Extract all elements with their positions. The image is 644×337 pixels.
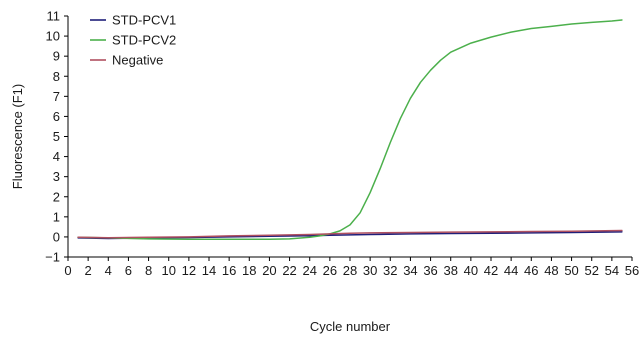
x-tick-label: 30 <box>363 263 377 278</box>
x-tick-label: 34 <box>403 263 417 278</box>
x-tick-label: 42 <box>484 263 498 278</box>
y-tick-label: 6 <box>53 109 60 124</box>
y-axis: −1 0 1 2 3 4 5 6 7 8 9 10 11 <box>45 9 69 265</box>
x-tick-label: 16 <box>222 263 236 278</box>
y-tick-label: 7 <box>53 89 60 104</box>
x-tick-label: 44 <box>504 263 518 278</box>
legend-label-1: STD-PCV1 <box>112 13 176 28</box>
x-tick-label: 50 <box>564 263 578 278</box>
legend-label-3: Negative <box>112 53 163 68</box>
y-tick-label: 4 <box>53 149 60 164</box>
series-line-2 <box>77 19 623 241</box>
legend-label-2: STD-PCV2 <box>112 33 176 48</box>
x-tick-label: 0 <box>64 263 71 278</box>
x-tick-label: 4 <box>105 263 112 278</box>
x-tick-label: 8 <box>145 263 152 278</box>
y-tick-label: 3 <box>53 169 60 184</box>
x-tick-label: 46 <box>524 263 538 278</box>
legend: STD-PCV1 STD-PCV2 Negative <box>90 13 176 68</box>
series-group <box>77 19 623 241</box>
y-ticks: −1 0 1 2 3 4 5 6 7 8 9 10 11 <box>45 9 68 265</box>
x-axis-title: Cycle number <box>310 319 391 334</box>
x-tick-label: 18 <box>242 263 256 278</box>
x-tick-label: 10 <box>161 263 175 278</box>
x-tick-label: 24 <box>302 263 316 278</box>
y-tick-label: 5 <box>53 129 60 144</box>
x-tick-label: 22 <box>282 263 296 278</box>
x-tick-label: 48 <box>544 263 558 278</box>
x-tick-label: 32 <box>383 263 397 278</box>
x-tick-label: 52 <box>584 263 598 278</box>
series-line-3 <box>77 229 623 239</box>
x-tick-label: 40 <box>464 263 478 278</box>
x-axis: 0 2 4 6 8 10 12 14 16 18 20 22 24 26 28 30 32 34 36 38 40 42 4… <box>64 256 639 278</box>
y-axis-title: Fluorescence (F1) <box>10 84 25 189</box>
y-tick-label: 9 <box>53 49 60 64</box>
y-tick-label: 10 <box>46 29 60 44</box>
y-tick-label: −1 <box>45 250 60 265</box>
x-ticks: 0 2 4 6 8 10 12 14 16 18 20 22 24 26 28 30 32 34 36 38 40 42 4… <box>64 257 639 278</box>
x-tick-label: 12 <box>182 263 196 278</box>
y-tick-label: 0 <box>53 229 60 244</box>
x-tick-label: 14 <box>202 263 216 278</box>
y-tick-label: 11 <box>47 9 61 24</box>
x-tick-label: 6 <box>125 263 132 278</box>
x-tick-label: 20 <box>262 263 276 278</box>
x-tick-label: 28 <box>343 263 357 278</box>
x-tick-label: 54 <box>605 263 619 278</box>
x-tick-label: 36 <box>423 263 437 278</box>
y-tick-label: 8 <box>53 69 60 84</box>
x-tick-label: 38 <box>443 263 457 278</box>
x-tick-label: 26 <box>323 263 337 278</box>
y-tick-label: 1 <box>53 209 60 224</box>
x-tick-label: 2 <box>85 263 92 278</box>
x-tick-label: 56 <box>625 263 639 278</box>
y-tick-label: 2 <box>53 189 60 204</box>
